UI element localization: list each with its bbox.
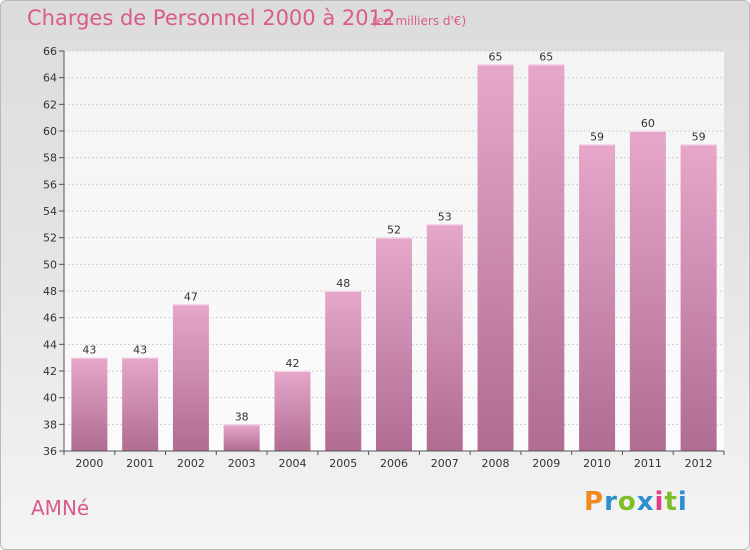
y-tick-label: 62 — [43, 98, 57, 111]
x-tick-label: 2009 — [532, 457, 560, 470]
bar-value-label: 60 — [641, 117, 655, 130]
bar-value-label: 43 — [133, 344, 147, 357]
chart-title: Charges de Personnel 2000 à 2012 — [27, 6, 396, 30]
proxiti-logo: Proxiti — [584, 487, 688, 517]
bar — [274, 371, 311, 451]
logo-letter: i — [654, 487, 665, 517]
bar-value-label: 43 — [82, 344, 96, 357]
y-tick-label: 36 — [43, 445, 57, 458]
y-tick-label: 58 — [43, 152, 57, 165]
bar-value-label: 38 — [235, 410, 249, 423]
x-tick-label: 2004 — [278, 457, 306, 470]
bar — [680, 144, 717, 452]
x-tick-label: 2010 — [583, 457, 611, 470]
chart-subtitle: (en milliers d'€) — [372, 14, 467, 28]
x-tick-label: 2003 — [228, 457, 256, 470]
x-tick-label: 2006 — [380, 457, 408, 470]
y-tick-label: 44 — [43, 338, 57, 351]
bar — [122, 357, 159, 451]
y-tick-label: 64 — [43, 72, 57, 85]
bar — [376, 237, 412, 451]
y-tick-label: 56 — [43, 178, 57, 191]
bar-value-label: 42 — [285, 357, 299, 370]
bar-value-label: 47 — [184, 290, 198, 303]
x-tick-label: 2008 — [482, 457, 510, 470]
y-tick-label: 66 — [43, 45, 57, 58]
bar — [579, 144, 616, 452]
y-tick-label: 50 — [43, 258, 57, 271]
x-tick-label: 2007 — [431, 457, 459, 470]
x-tick-label: 2002 — [177, 457, 205, 470]
logo-letter: x — [636, 487, 655, 517]
x-tick-label: 2012 — [685, 457, 713, 470]
bar-value-label: 59 — [692, 130, 706, 143]
y-tick-label: 48 — [43, 285, 57, 298]
bar-value-label: 59 — [590, 130, 604, 143]
x-tick-label: 2000 — [75, 457, 103, 470]
logo-letter: P — [584, 487, 605, 517]
y-tick-label: 46 — [43, 312, 57, 325]
logo-letter: t — [664, 487, 678, 517]
bar-value-label: 65 — [539, 50, 553, 63]
logo-letter: r — [604, 487, 618, 517]
bar — [477, 64, 514, 452]
y-tick-label: 54 — [43, 205, 57, 218]
commune-name: AMNé — [31, 496, 90, 520]
bar-value-label: 52 — [387, 224, 401, 237]
bar — [71, 357, 108, 451]
bar-value-label: 48 — [336, 277, 350, 290]
y-tick-label: 60 — [43, 125, 57, 138]
y-tick-label: 38 — [43, 418, 57, 431]
bar — [629, 131, 666, 451]
bar-value-label: 65 — [489, 50, 503, 63]
logo-letter: o — [617, 487, 637, 517]
bar — [172, 304, 209, 451]
y-tick-label: 42 — [43, 365, 57, 378]
bar — [325, 291, 362, 451]
x-tick-label: 2011 — [634, 457, 662, 470]
y-tick-label: 40 — [43, 392, 57, 405]
y-tick-label: 52 — [43, 232, 57, 245]
bar — [528, 64, 565, 452]
bar — [426, 224, 463, 451]
bar-value-label: 53 — [438, 210, 452, 223]
x-tick-label: 2001 — [126, 457, 154, 470]
logo-letter: i — [677, 487, 688, 517]
bar — [223, 424, 260, 451]
x-tick-label: 2005 — [329, 457, 357, 470]
